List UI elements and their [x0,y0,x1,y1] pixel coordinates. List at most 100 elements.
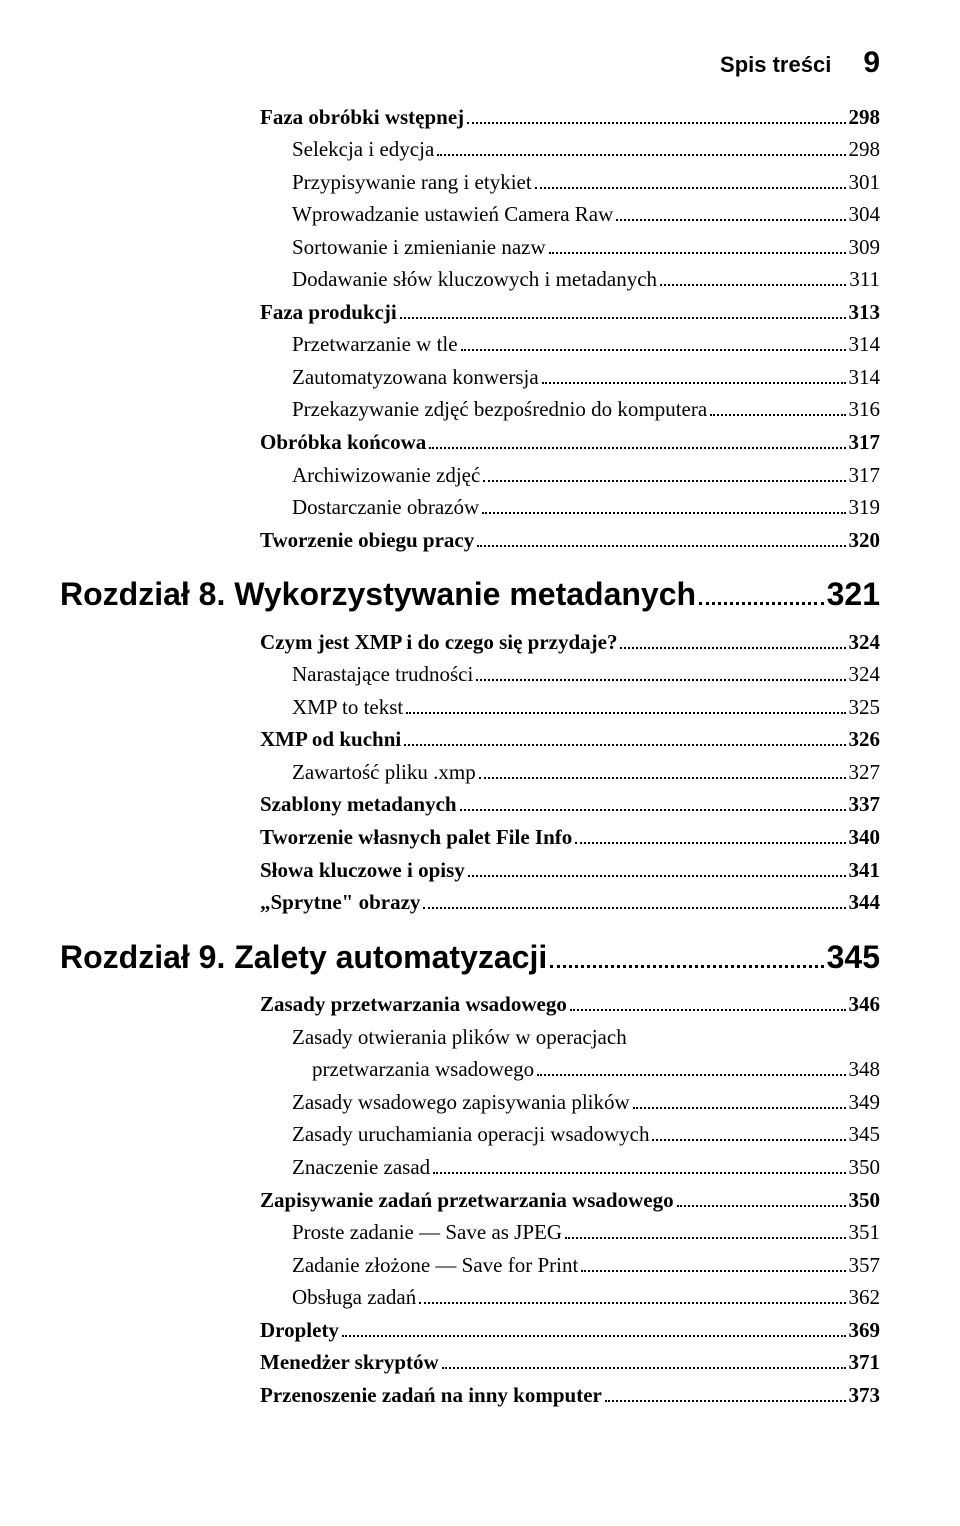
toc-page: 298 [849,133,881,166]
toc-dots [549,252,846,254]
toc-dots [460,809,846,811]
toc-page: 320 [849,524,881,557]
toc-row: Zapisywanie zadań przetwarzania wsadoweg… [260,1184,880,1217]
toc-row: Obsługa zadań362 [292,1281,880,1314]
toc-page: 324 [849,626,881,659]
toc-label: Tworzenie własnych palet File Info [260,821,572,854]
toc-dots [633,1107,846,1109]
chapter-9-label: Rozdział 9. Zalety automatyzacji [60,933,547,983]
toc-page: 309 [849,231,881,264]
toc-row: Sortowanie i zmienianie nazw 309 [292,231,880,264]
toc-label: Zasady wsadowego zapisywania plików [292,1086,630,1119]
toc-page: 362 [849,1281,881,1314]
toc-row: Zadanie złożone — Save for Print357 [292,1249,880,1282]
toc-page: 350 [849,1184,881,1217]
toc-row: Przekazywanie zdjęć bezpośrednio do komp… [292,393,880,426]
toc-block-3: Zasady przetwarzania wsadowego346Zasady … [60,988,880,1411]
toc-label: Tworzenie obiegu pracy [260,524,474,557]
toc-label: XMP to tekst [292,691,403,724]
toc-label: Sortowanie i zmienianie nazw [292,231,546,264]
toc-row: XMP to tekst 325 [292,691,880,724]
toc-page: 344 [849,886,881,919]
toc-label: Zasady uruchamiania operacji wsadowych [292,1118,649,1151]
toc-label: Przypisywanie rang i etykiet [292,166,532,199]
toc-label: przetwarzania wsadowego [312,1053,534,1086]
toc-row: Faza obróbki wstępnej 298 [260,101,880,134]
chapter-9-row: Rozdział 9. Zalety automatyzacji 345 [60,933,880,983]
chapter-8-row: Rozdział 8. Wykorzystywanie metadanych 3… [60,570,880,620]
toc-page: 317 [849,459,881,492]
toc-page: 346 [849,988,881,1021]
toc-dots [620,647,845,649]
toc-row: Dodawanie słów kluczowych i metadanych31… [292,263,880,296]
toc-dots [468,875,846,877]
toc-label: Zautomatyzowana konwersja [292,361,539,394]
toc-row: „Sprytne" obrazy344 [260,886,880,919]
toc-dots [342,1335,846,1337]
toc-row: Zasady przetwarzania wsadowego 346 [260,988,880,1021]
toc-page: 350 [849,1151,881,1184]
toc-dots [423,907,845,909]
toc-page: 326 [849,723,881,756]
toc-label: Faza produkcji [260,296,397,329]
toc-label: Dodawanie słów kluczowych i metadanych [292,263,657,296]
toc-label: Faza obróbki wstępnej [260,101,464,134]
toc-row: Znaczenie zasad350 [292,1151,880,1184]
toc-dots [605,1400,846,1402]
toc-dots [433,1172,845,1174]
toc-page: 298 [849,101,881,134]
toc-row: Obróbka końcowa317 [260,426,880,459]
toc-page: 316 [849,393,881,426]
toc-row: Zasady wsadowego zapisywania plików349 [292,1086,880,1119]
toc-dots [542,382,846,384]
toc-row: Dostarczanie obrazów319 [292,491,880,524]
header-page: 9 [863,40,880,87]
toc-label: Obróbka końcowa [260,426,426,459]
toc-label: Przekazywanie zdjęć bezpośrednio do komp… [292,393,707,426]
toc-label: Droplety [260,1314,339,1347]
toc-dots [442,1367,846,1369]
toc-label: Proste zadanie — Save as JPEG [292,1216,562,1249]
toc-page: 369 [849,1314,881,1347]
toc-page: 313 [849,296,881,329]
toc-dots [575,842,845,844]
toc-row: Przypisywanie rang i etykiet301 [292,166,880,199]
toc-row: Proste zadanie — Save as JPEG351 [292,1216,880,1249]
toc-row: Menedżer skryptów371 [260,1346,880,1379]
toc-page: 319 [849,491,881,524]
toc-label: Zadanie złożone — Save for Print [292,1249,578,1282]
toc-page: 340 [849,821,881,854]
toc-dots [570,1009,846,1011]
toc-label: Zasady przetwarzania wsadowego [260,988,567,1021]
toc-dots [477,545,845,547]
toc-row: przetwarzania wsadowego348 [312,1053,880,1086]
toc-page: 371 [849,1346,881,1379]
chapter-9-dots [550,965,823,968]
toc-row: Archiwizowanie zdjęć 317 [292,459,880,492]
toc-row: Zasady otwierania plików w operacjach [292,1021,880,1054]
page-header: Spis treści 9 [60,40,880,87]
toc-label: Słowa kluczowe i opisy [260,854,465,887]
chapter-8-dots [699,602,824,605]
toc-label: Archiwizowanie zdjęć [292,459,480,492]
toc-dots [710,414,845,416]
toc-row: Czym jest XMP i do czego się przydaje?32… [260,626,880,659]
toc-dots [476,679,845,681]
toc-dots [660,284,846,286]
toc-dots [565,1237,845,1239]
toc-row: Zasady uruchamiania operacji wsadowych34… [292,1118,880,1151]
toc-dots [400,317,846,319]
toc-label: Selekcja i edycja [292,133,434,166]
chapter-8-label: Rozdział 8. Wykorzystywanie metadanych [60,570,696,620]
toc-dots [404,744,845,746]
toc-dots [537,1074,845,1076]
toc-dots [482,512,845,514]
toc-page: 325 [849,691,881,724]
toc-row: Narastające trudności324 [292,658,880,691]
chapter-9-page: 345 [827,933,880,983]
toc-dots [616,219,845,221]
toc-row: XMP od kuchni326 [260,723,880,756]
toc-label: Narastające trudności [292,658,473,691]
toc-dots [581,1270,845,1272]
toc-dots [483,480,845,482]
